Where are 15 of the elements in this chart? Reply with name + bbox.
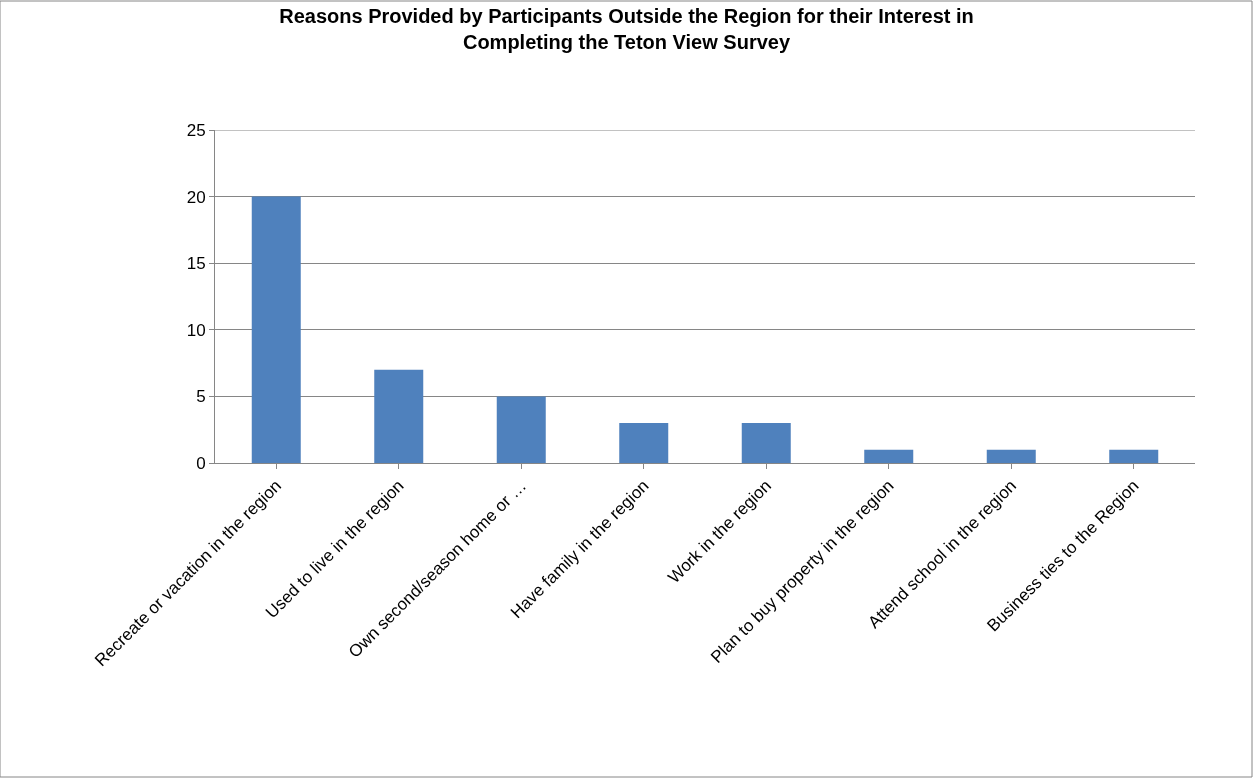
bar [864,449,914,463]
y-tick-label: 5 [196,387,206,407]
bar [251,196,301,463]
y-tick-label: 25 [186,120,206,140]
bar [496,396,546,463]
bar [986,449,1036,463]
bar [374,369,424,463]
bar [619,423,669,463]
y-tick-label: 10 [186,320,206,340]
y-tick-label: 20 [186,187,206,207]
bar [1109,449,1159,463]
bar [741,423,791,463]
y-tick-label: 15 [186,254,206,274]
y-tick-label: 0 [196,453,206,473]
chart-title: Reasons Provided by Participants Outside the Region for their Interest in Completing the Teton View Survey [279,5,974,54]
